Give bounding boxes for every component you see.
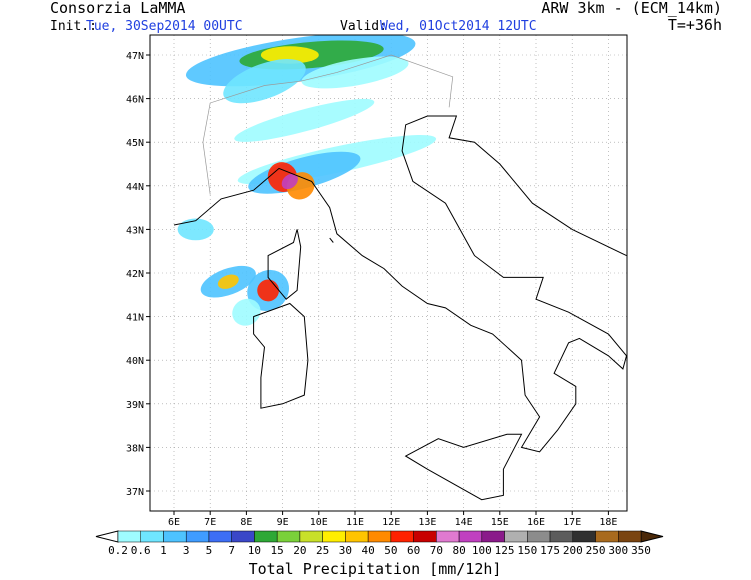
coastline [267, 229, 302, 300]
init-time: Tue, 30Sep2014 00UTC [86, 19, 243, 34]
colorbar-label: 5 [206, 544, 213, 557]
colorbar-box [185, 530, 210, 543]
coastline [173, 115, 627, 453]
colorbar-box [504, 530, 528, 543]
valid-label: Valid: [340, 19, 387, 34]
lon-label: 16E [527, 517, 545, 528]
colorbar-box [276, 530, 301, 543]
colorbar-label: 0.6 [131, 544, 151, 557]
colorbar-box [140, 530, 164, 543]
colorbar-box [595, 530, 619, 543]
lat-label: 40N [126, 356, 144, 367]
lat-label: 43N [126, 225, 144, 236]
colorbar-box [481, 530, 505, 543]
colorbar-box [390, 530, 414, 543]
colorbar-box [231, 530, 255, 543]
colorbar-label: 300 [608, 544, 628, 557]
lon-label: 18E [599, 517, 617, 528]
precip-area [177, 218, 214, 241]
colorbar-label: 25 [316, 544, 329, 557]
colorbar-box [208, 530, 232, 543]
precip-area [301, 56, 409, 89]
lon-label: 12E [382, 517, 400, 528]
colorbar-label: 350 [631, 544, 651, 557]
colorbar-label: 200 [563, 544, 583, 557]
colorbar-label: 7 [228, 544, 235, 557]
map-area [150, 35, 627, 511]
lead-time: T=+36h [668, 16, 722, 34]
colorbar-box [345, 530, 369, 543]
lat-label: 38N [126, 443, 144, 454]
colorbar-box [322, 530, 346, 543]
colorbar-box [367, 530, 392, 543]
lat-label: 45N [126, 138, 144, 149]
lat-label: 42N [126, 269, 144, 280]
lat-label: 46N [126, 95, 144, 106]
colorbar-label: 70 [430, 544, 443, 557]
precip-area [281, 173, 298, 190]
lon-label: 14E [455, 517, 473, 528]
colorbar-label: 100 [472, 544, 492, 557]
colorbar-label: 150 [517, 544, 537, 557]
colorbar-box [527, 530, 551, 543]
colorbar-box [413, 530, 437, 543]
colorbar-label: 20 [293, 544, 306, 557]
colorbar-arrow [640, 530, 664, 543]
precip-area [217, 274, 239, 289]
colorbar-box [458, 530, 483, 543]
title: Consorzia LaMMA [50, 0, 185, 17]
colorbar-arrow [95, 530, 119, 543]
lon-label: 8E [240, 517, 252, 528]
colorbar-box [436, 530, 460, 543]
colorbar-label: 1 [160, 544, 167, 557]
colorbar-box [549, 530, 574, 543]
colorbar-label: 60 [407, 544, 420, 557]
lat-label: 41N [126, 313, 144, 324]
colorbar-label: 30 [339, 544, 352, 557]
lon-label: 7E [204, 517, 216, 528]
colorbar-label: 40 [362, 544, 375, 557]
lon-label: 9E [277, 517, 289, 528]
colorbar-label: 10 [248, 544, 261, 557]
colorbar-box [618, 530, 642, 543]
colorbar-label: 250 [586, 544, 606, 557]
precip-area [234, 98, 375, 142]
lon-label: 17E [563, 517, 581, 528]
colorbar-label: 15 [271, 544, 284, 557]
precip-area [260, 46, 319, 64]
coastline [404, 433, 523, 501]
lon-label: 11E [346, 517, 364, 528]
colorbar-box [117, 530, 141, 543]
colorbar-label: 3 [183, 544, 190, 557]
lat-label: 44N [126, 182, 144, 193]
colorbar-box [572, 530, 596, 543]
border [202, 54, 454, 195]
colorbar-label: 175 [540, 544, 560, 557]
colorbar-label: 0.2 [108, 544, 128, 557]
coastline [329, 237, 334, 243]
colorbar-label: 80 [452, 544, 465, 557]
colorbar-title: Total Precipitation [mm/12h] [249, 560, 502, 578]
colorbar-box [299, 530, 323, 543]
lat-label: 37N [126, 487, 144, 498]
colorbar-box [254, 530, 278, 543]
colorbar-box [163, 530, 187, 543]
init-label: Init.: [50, 19, 97, 34]
lon-label: 10E [310, 517, 328, 528]
coastline [253, 302, 309, 409]
colorbar-label: 50 [384, 544, 397, 557]
lon-label: 6E [168, 517, 180, 528]
colorbar-label: 125 [495, 544, 515, 557]
model: ARW 3km - (ECM_14km) [541, 0, 722, 17]
lat-label: 47N [126, 51, 144, 62]
lon-label: 15E [491, 517, 509, 528]
precip-area [257, 279, 279, 302]
lon-label: 13E [418, 517, 436, 528]
lat-label: 39N [126, 400, 144, 411]
valid-time: Wed, 01Oct2014 12UTC [380, 19, 537, 34]
